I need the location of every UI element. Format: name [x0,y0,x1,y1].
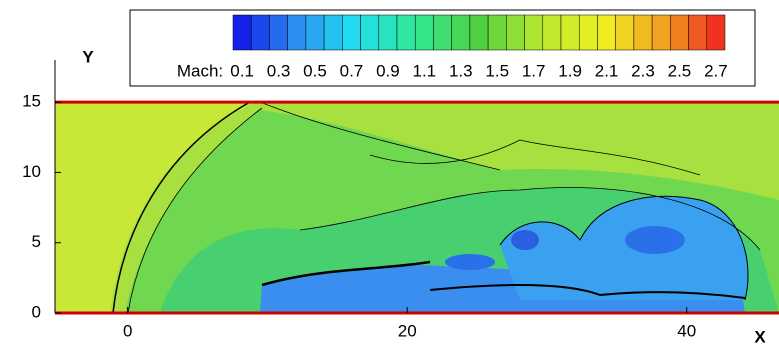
colorbar-tick-label: 1.1 [413,61,437,80]
colorbar-tick-label: 2.5 [668,61,692,80]
colorbar-cell [433,14,452,51]
colorbar-tick-label: 1.3 [449,61,473,80]
y-tick-label: 5 [32,232,41,251]
colorbar-cell [396,14,416,51]
colorbar-cell [597,14,616,51]
colorbar-cell [560,14,580,51]
colorbar-title: Mach: [177,61,223,80]
colorbar-cell [706,14,726,51]
colorbar-tick-label: 2.3 [631,61,655,80]
colorbar-cell [414,14,434,51]
colorbar-cell [506,14,525,51]
y-axis-label: Y [82,47,94,66]
x-tick-label: 40 [677,321,696,340]
colorbar-cell [542,14,562,51]
y-tick-label: 0 [32,302,41,321]
colorbar-tick-label: 2.7 [704,61,728,80]
colorbar-cell [670,14,689,51]
colorbar-cell [232,14,252,51]
x-axis-label: X [754,327,766,346]
colorbar-tick-label: 0.9 [376,61,400,80]
colorbar-cell [250,14,270,51]
colorbar-tick-label: 1.7 [522,61,546,80]
colorbar-cell [688,14,708,51]
colorbar-cell [469,14,489,51]
x-tick-label: 20 [398,321,417,340]
colorbar-cell [651,14,671,51]
colorbar-tick-label: 0.1 [230,61,254,80]
colorbar-cell [360,14,380,51]
colorbar-tick-label: 0.5 [303,61,327,80]
colorbar-tick-label: 1.9 [558,61,582,80]
colorbar-cell [287,14,307,51]
colorbar-cell [578,14,598,51]
colorbar-cell [378,14,398,51]
colorbar-cell [323,14,343,51]
colorbar-cell [269,14,288,51]
colorbar-tick-label: 0.3 [267,61,291,80]
colorbar-cell [451,14,471,51]
colorbar-cell [342,14,361,51]
colorbar-tick-label: 1.5 [485,61,509,80]
colorbar-cell [487,14,507,51]
colorbar-tick-label: 2.1 [595,61,619,80]
contour-field [55,102,779,313]
colorbar-cell [633,14,653,51]
x-tick-label: 0 [123,321,132,340]
y-tick-label: 15 [22,92,41,111]
colorbar-cell [615,14,635,51]
y-tick-label: 10 [22,162,41,181]
colorbar-tick-label: 0.7 [340,61,364,80]
colorbar-cell [524,14,544,51]
colorbar-cell [305,14,325,51]
